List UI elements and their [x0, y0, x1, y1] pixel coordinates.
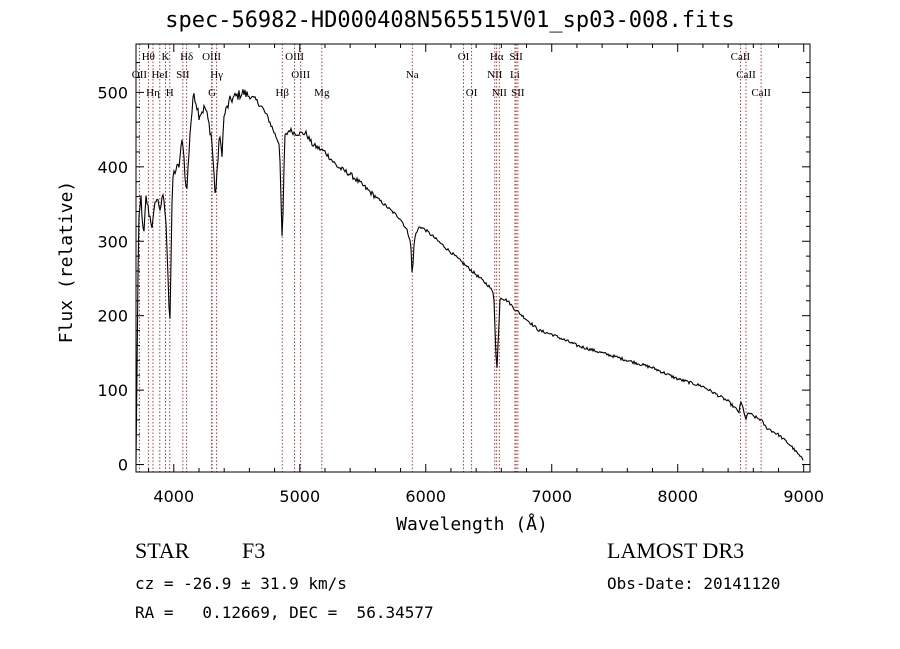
- chart-title: spec-56982-HD000408N565515V01_sp03-008.f…: [165, 8, 735, 33]
- x-tick-label: 7000: [531, 487, 572, 506]
- y-tick-label: 0: [118, 456, 128, 475]
- plot-frame: [135, 43, 811, 473]
- emission-line-label: Hγ: [210, 69, 223, 81]
- emission-line-label: CaII: [751, 87, 771, 99]
- emission-line-label: Hβ: [275, 87, 289, 99]
- emission-line-label: Mg: [314, 87, 330, 99]
- emission-lines-layer: [138, 44, 762, 472]
- emission-line-label: OIII: [285, 51, 304, 63]
- emission-line-label: HeI: [152, 69, 169, 81]
- survey-name: LAMOST DR3: [607, 538, 745, 563]
- emission-line-label: H: [166, 87, 174, 99]
- emission-line-label: SII: [511, 87, 525, 99]
- emission-line-label: SII: [176, 69, 190, 81]
- redshift-cz: cz = -26.9 ± 31.9 km/s: [135, 574, 347, 593]
- emission-line-label: Hη: [146, 87, 160, 99]
- x-tick-label: 8000: [657, 487, 698, 506]
- emission-line-label: OI: [458, 51, 470, 63]
- emission-line-label: Hδ: [180, 51, 193, 63]
- emission-line-label: CaII: [736, 69, 756, 81]
- emission-line-label: Li: [510, 69, 520, 81]
- emission-line-label: NII: [487, 69, 503, 81]
- y-tick-label: 100: [97, 381, 128, 400]
- emission-line-label: OIII: [202, 51, 221, 63]
- x-tick-label: 6000: [405, 487, 446, 506]
- ra-dec-coordinates: RA = 0.12669, DEC = 56.34577: [135, 603, 434, 622]
- y-tick-label: 300: [97, 232, 128, 251]
- x-tick-label: 9000: [783, 487, 824, 506]
- emission-line-label: OI: [466, 87, 478, 99]
- emission-line-label: CaII: [731, 51, 751, 63]
- line-labels-layer: Hθ K Hδ OIII OIII OI Hα SII CaII OII HeI SII Hγ OIII N…: [132, 51, 771, 99]
- spectral-subclass: F3: [242, 538, 266, 563]
- emission-line-label: G: [208, 87, 216, 99]
- emission-line-label: K: [162, 51, 170, 63]
- x-axis-ticks: 4000 5000 6000 7000 8000 9000: [148, 44, 824, 506]
- emission-line-label: Na: [406, 69, 419, 81]
- emission-line-label: SII: [509, 51, 523, 63]
- y-tick-label: 400: [97, 158, 128, 177]
- emission-line-label: OIII: [291, 69, 310, 81]
- y-axis-label: Flux (relative): [56, 181, 77, 344]
- emission-line-label: OII: [132, 69, 148, 81]
- emission-line-label: Hθ: [142, 51, 155, 63]
- spectrum-line: [135, 89, 804, 463]
- x-tick-label: 5000: [279, 487, 320, 506]
- y-tick-label: 200: [97, 307, 128, 326]
- observation-date: Obs-Date: 20141120: [607, 574, 781, 593]
- y-tick-label: 500: [97, 83, 128, 102]
- object-type: STAR: [135, 538, 190, 563]
- x-tick-label: 4000: [153, 487, 194, 506]
- x-axis-label: Wavelength (Å): [396, 513, 548, 535]
- emission-line-label: NII: [492, 87, 508, 99]
- y-axis-ticks: 0 100 200 300 400 500: [97, 62, 810, 475]
- emission-line-label: Hα: [490, 51, 504, 63]
